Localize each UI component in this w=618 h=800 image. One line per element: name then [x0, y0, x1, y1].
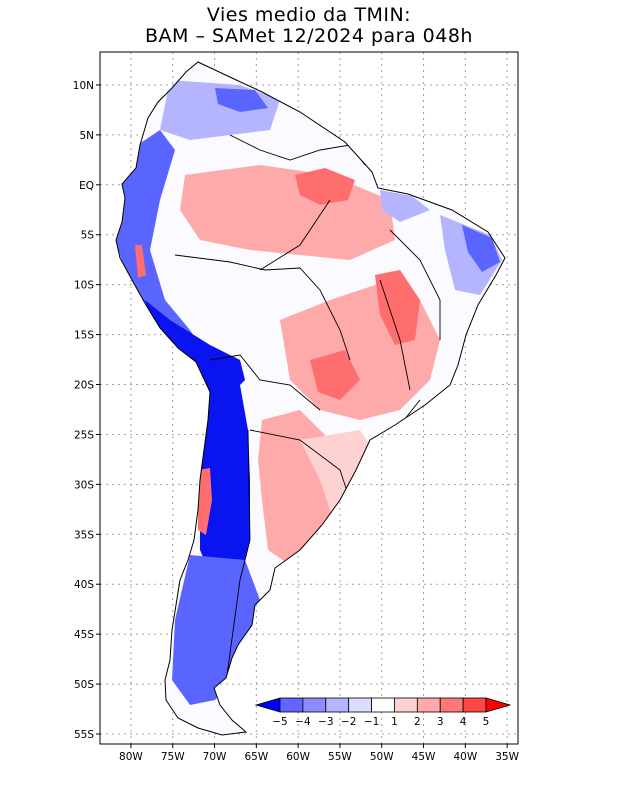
- lat-tick-label: 55S: [74, 729, 94, 741]
- colorbar-label: −3: [318, 716, 333, 728]
- colorbar-segment: [302, 697, 327, 713]
- strong-cold-bias-chile: [200, 380, 250, 585]
- map-title-line2: BAM – SAMet 12/2024 para 048h: [145, 25, 473, 47]
- strong-warm-bias-east: [375, 270, 420, 345]
- lat-tick-label: 15S: [74, 330, 94, 342]
- lon-tick-label: 40W: [453, 751, 477, 763]
- colorbar-label: 1: [391, 716, 398, 728]
- lon-tick-label: 75W: [161, 751, 185, 763]
- colorbar-segment: [279, 697, 304, 713]
- cold-bias-andes-north: [116, 130, 210, 370]
- colorbar-min-arrow: [254, 697, 281, 713]
- colorbar-label: 3: [437, 716, 444, 728]
- lon-tick-label: 55W: [328, 751, 352, 763]
- colorbar-label: 2: [414, 716, 421, 728]
- lon-tick-label: 60W: [286, 751, 310, 763]
- mild-warm-bias-south: [300, 430, 380, 525]
- lat-tick-label: 10S: [74, 280, 94, 292]
- strong-warm-bias-north: [295, 168, 355, 205]
- lat-tick-label: EQ: [79, 180, 94, 192]
- lon-tick-label: 50W: [370, 751, 394, 763]
- colorbar-segment: [348, 697, 372, 713]
- continent: [116, 62, 505, 735]
- colorbar-segment: [462, 697, 487, 713]
- colorbar: −5 −4 −3 −2 −1 1 2 3 4 5: [254, 697, 512, 728]
- lat-tick-label: 25S: [74, 429, 94, 441]
- lat-tick-label: 50S: [74, 679, 94, 691]
- colorbar-segment: [371, 697, 395, 713]
- map-frame: [99, 51, 519, 745]
- lat-tick-label: 35S: [74, 529, 94, 541]
- colorbar-max-arrow: [485, 697, 512, 713]
- cold-bias-venezuela: [215, 88, 268, 112]
- colorbar-label: −1: [364, 716, 379, 728]
- lon-tick-label: 80W: [119, 751, 143, 763]
- lat-tick-label: 20S: [74, 380, 94, 392]
- colorbar-label: 4: [460, 716, 467, 728]
- lat-tick-label: 5S: [81, 230, 95, 242]
- colorbar-label: −4: [295, 716, 311, 728]
- colorbar-segment: [394, 697, 418, 713]
- lat-tick-label: 40S: [74, 579, 94, 591]
- colorbar-segment: [416, 697, 441, 713]
- warm-speck-ecuador: [135, 245, 146, 278]
- axis-ticks: 10N 5N EQ 5S 10S 15S 20S 25S 30S 35S 40S 45S 50S 55S 8…: [73, 80, 520, 763]
- lon-tick-label: 45W: [412, 751, 436, 763]
- colorbar-segment: [325, 697, 350, 713]
- strong-warm-bias-center: [310, 350, 360, 400]
- lon-tick-label: 70W: [203, 751, 227, 763]
- lat-tick-label: 10N: [73, 80, 94, 92]
- strong-cold-bias-peru: [145, 300, 245, 400]
- colorbar-label: 5: [483, 716, 490, 728]
- colorbar-label: −2: [341, 716, 356, 728]
- warm-speck-chile: [198, 468, 212, 535]
- lat-tick-label: 30S: [74, 479, 94, 491]
- cold-bias-patagonia: [172, 555, 260, 705]
- colorbar-segment: [439, 697, 464, 713]
- mild-cold-bias-guiana: [380, 190, 430, 222]
- lat-tick-label: 45S: [74, 629, 94, 641]
- colorbar-label: −5: [272, 716, 287, 728]
- cold-bias-northeast-coast: [462, 225, 500, 272]
- lon-tick-label: 35W: [495, 751, 519, 763]
- lat-tick-label: 5N: [79, 130, 94, 142]
- coastline: [115, 61, 506, 736]
- map-title-line1: Vies medio da TMIN:: [206, 4, 412, 26]
- lon-tick-label: 65W: [244, 751, 268, 763]
